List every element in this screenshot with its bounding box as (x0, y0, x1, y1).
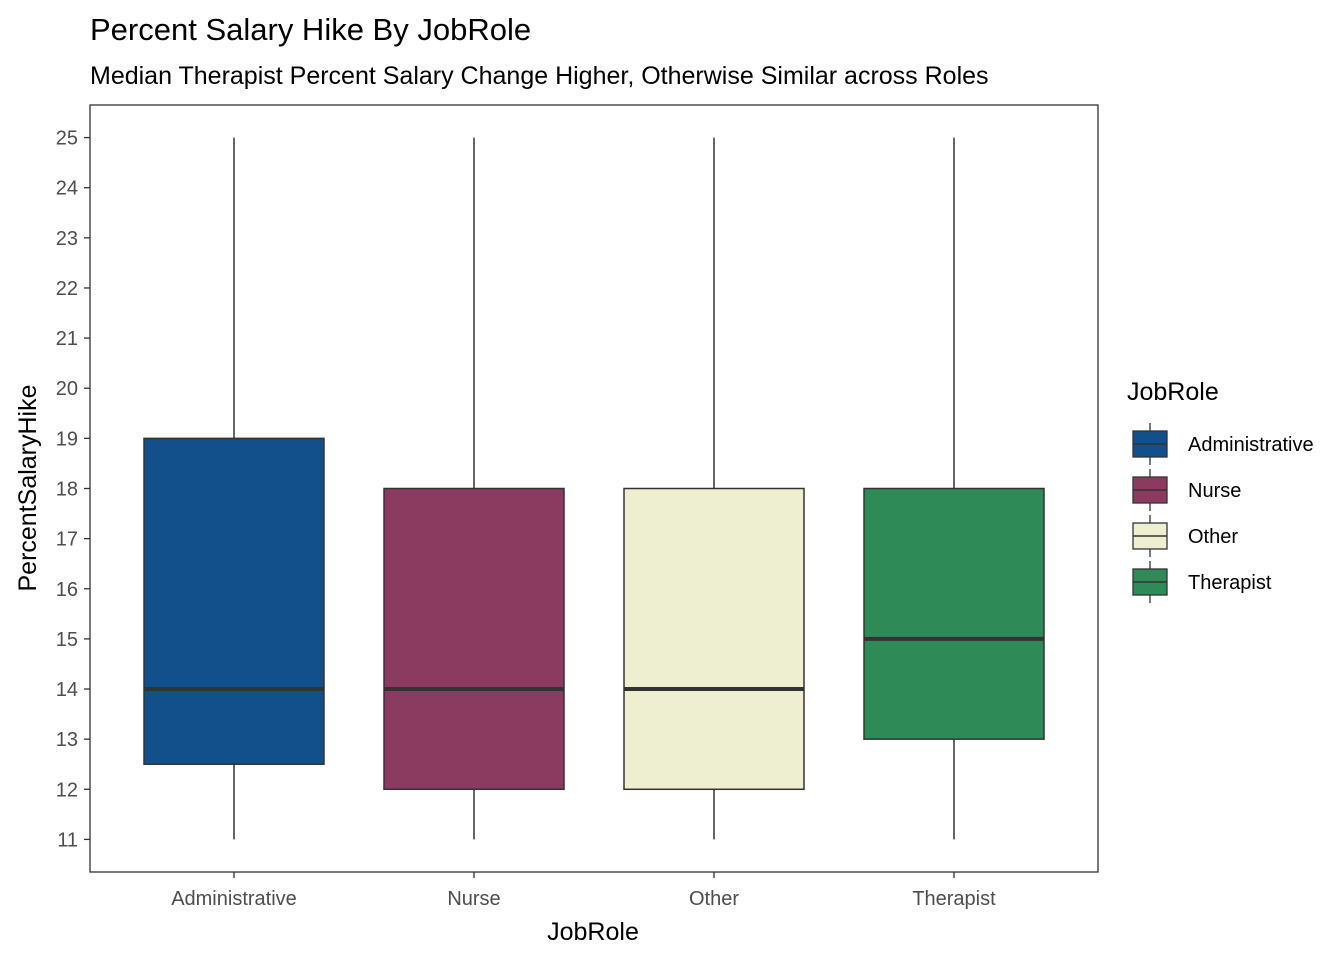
x-tick-label: Administrative (171, 888, 297, 910)
y-axis: 11 12 13 14 15 16 17 18 19 20 21 22 23 24 25 (56, 128, 90, 851)
y-tick-label: 20 (56, 378, 78, 400)
chart-title: Percent Salary Hike By JobRole (90, 12, 531, 47)
y-tick-label: 13 (56, 729, 78, 751)
x-tick-label: Therapist (912, 888, 996, 910)
y-tick-label: 11 (57, 829, 78, 851)
y-tick-label: 19 (56, 428, 78, 450)
legend-items: Administrative Nurse Other Therapist (1132, 423, 1314, 603)
x-axis-title: JobRole (547, 918, 639, 946)
legend-title: JobRole (1127, 378, 1219, 406)
x-tick-label: Other (689, 888, 739, 910)
box-body (863, 487, 1045, 740)
box-nurse (383, 137, 565, 840)
y-axis-title: PercentSalaryHike (14, 384, 42, 591)
box-series (143, 137, 1045, 840)
y-tick-label: 22 (56, 278, 78, 300)
y-tick-label: 16 (56, 579, 78, 601)
box-body (143, 437, 325, 765)
legend-label: Other (1188, 526, 1238, 548)
y-tick-label: 24 (56, 178, 78, 200)
legend-item: Administrative (1132, 423, 1314, 465)
y-tick-label: 21 (56, 328, 78, 350)
y-tick-label: 18 (56, 479, 78, 501)
y-tick-label: 12 (56, 779, 78, 801)
x-axis: Administrative Nurse Other Therapist (171, 872, 996, 910)
box-administrative (143, 137, 325, 840)
legend: JobRole Administrative Nurse Other Therapis… (1127, 378, 1314, 603)
box-body (623, 487, 805, 791)
y-tick-label: 17 (56, 529, 78, 551)
y-tick-label: 23 (56, 228, 78, 250)
legend-item: Nurse (1132, 469, 1241, 511)
legend-label: Therapist (1188, 572, 1272, 594)
y-tick-label: 15 (56, 629, 78, 651)
legend-item: Other (1132, 515, 1238, 557)
y-tick-label: 14 (56, 679, 78, 701)
legend-label: Nurse (1188, 480, 1241, 502)
box-therapist (863, 137, 1045, 840)
box-other (623, 137, 805, 840)
legend-item: Therapist (1132, 561, 1272, 603)
x-tick-label: Nurse (447, 888, 500, 910)
legend-label: Administrative (1188, 434, 1314, 456)
y-tick-label: 25 (56, 128, 78, 150)
chart-subtitle: Median Therapist Percent Salary Change H… (90, 62, 989, 90)
box-body (383, 487, 565, 791)
